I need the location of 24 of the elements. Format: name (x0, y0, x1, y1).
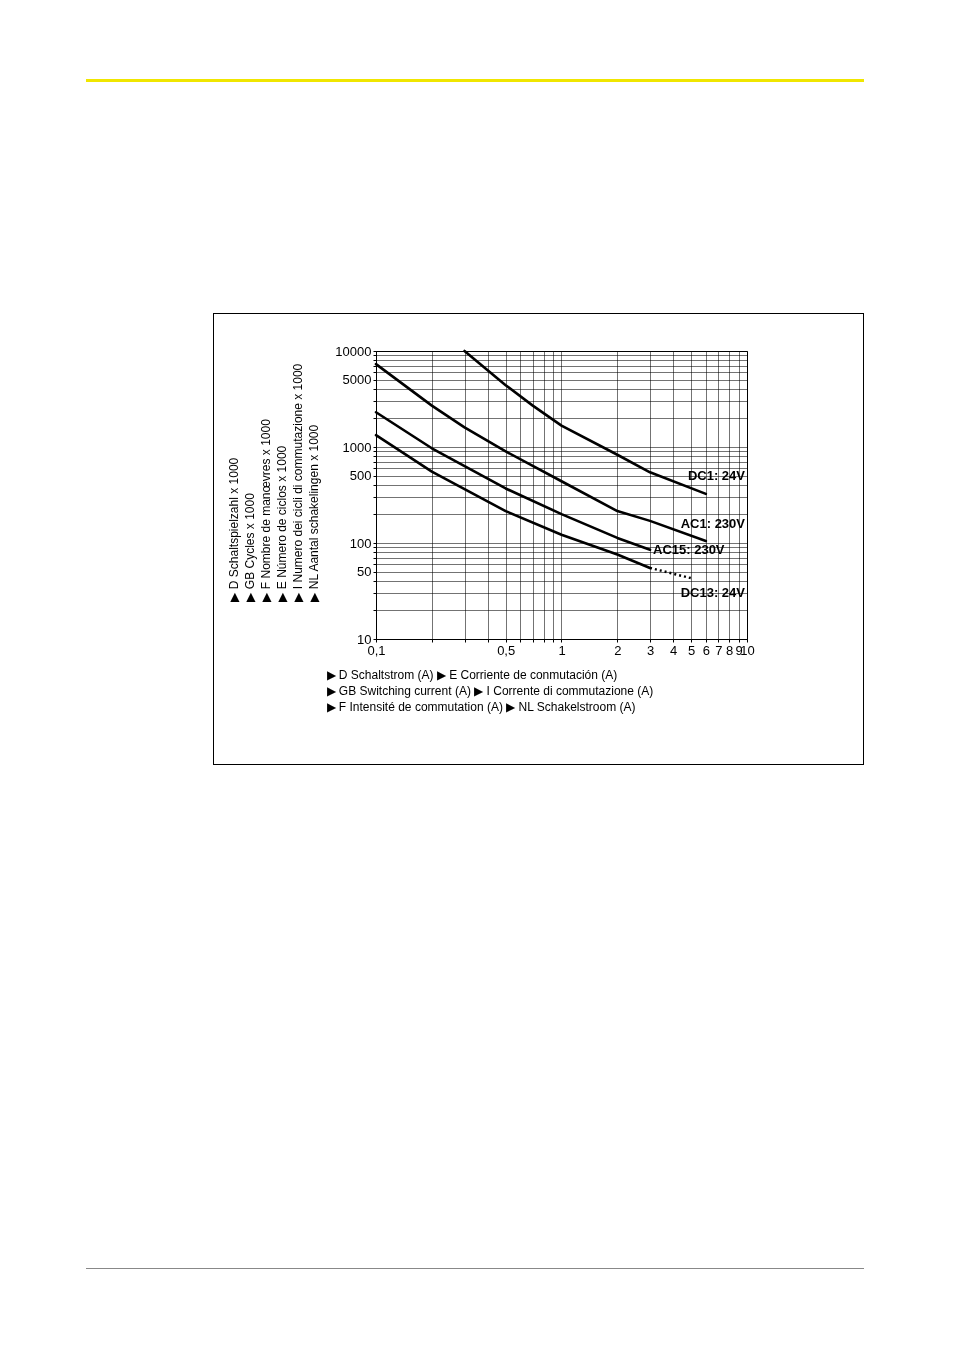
y-tick-label: 10000 (335, 343, 372, 359)
y-tick-label: 10 (357, 631, 372, 647)
y-tick-label: 5000 (342, 372, 372, 388)
y-tick-label: 1000 (342, 439, 372, 455)
x-tick-label: 4 (670, 642, 678, 658)
x-tick-label: 10 (740, 642, 755, 658)
x-axis-title: ▶ D Schaltstrom (A) ▶ E Corriente de conmutación (A) ▶ GB Switching current (A) ▶ I Corrente di commutazione (A) ▶ F Intensité de commutation (A) ▶ NL Schakelstroom (A) (326, 667, 654, 714)
text: DC13: 24V (680, 584, 746, 600)
y-tick-label: 100 (349, 535, 372, 551)
x-tick-label: 3 (646, 642, 655, 658)
x-tick-label: 2 (614, 642, 622, 658)
series-label: AC15: 230V (653, 541, 725, 557)
x-tick-label: 1 (558, 642, 566, 658)
x-tick-label: 5 (688, 642, 696, 658)
series-label: DC1: 24V (687, 467, 746, 483)
x-tick-label: 9 (735, 642, 743, 658)
x-tick-label: 6 (702, 642, 710, 658)
y-tick-label: 500 (349, 468, 372, 484)
y-axis-title: ▶ D Schaltspielzahl x 1000 ▶ GB Cycles x 1000 ▶ F Nombre de manœvres x 1000 ▶ E Número de ciclos x 1000 ▶ I Numero dei cicli di commutazione x 1000 ▶ NL Aantal schakelingen x 1000 (227, 363, 322, 602)
series-label: AC1: 230V (680, 515, 746, 531)
x-tick-label: 7 (715, 642, 723, 658)
x-tick-label: 8 (725, 642, 734, 658)
x-tick-label: 0,5 (497, 642, 516, 658)
y-tick-label: 50 (357, 564, 372, 580)
